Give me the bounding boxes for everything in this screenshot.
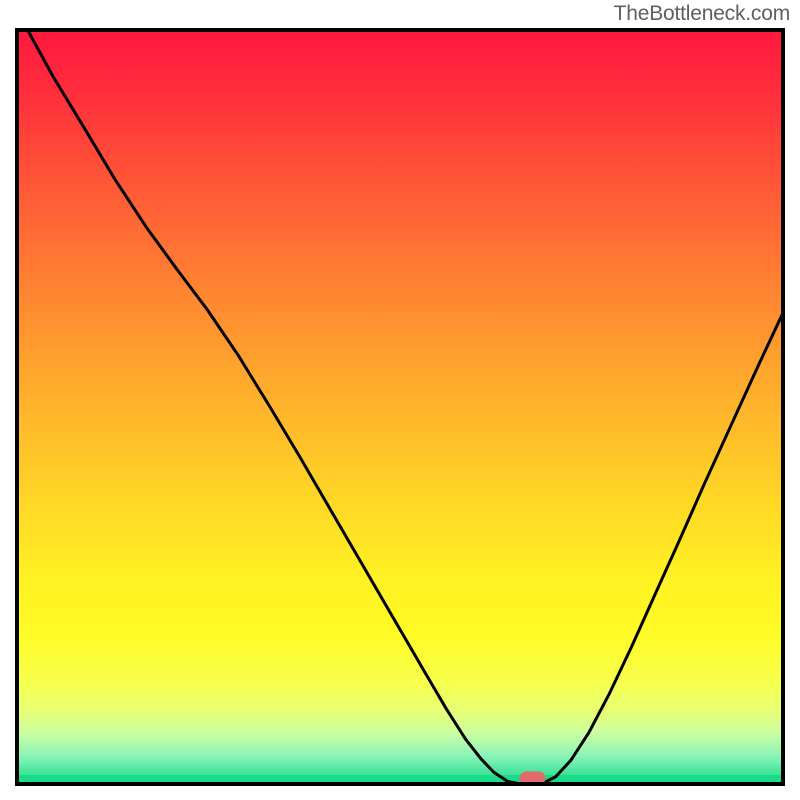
- chart-frame: TheBottleneck.com: [0, 0, 800, 800]
- gradient-background: [15, 28, 785, 786]
- bottleneck-curve-chart: [0, 0, 800, 800]
